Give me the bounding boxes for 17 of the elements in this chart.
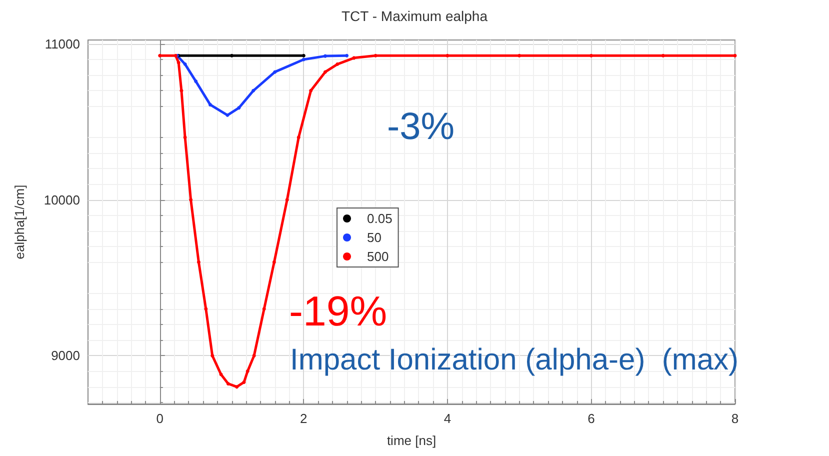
y-tick-label: 10000 [44, 192, 80, 208]
legend-label: 500 [367, 249, 389, 264]
y-tick-label: 9000 [51, 348, 80, 364]
x-tick-label: 4 [444, 411, 452, 426]
x-tick-label: 2 [300, 411, 308, 426]
x-tick-label: 6 [588, 411, 595, 426]
y-tick-label: 11000 [44, 36, 80, 52]
x-axis-title: time [ns] [386, 433, 436, 448]
annotation: -19% [289, 288, 388, 334]
x-tick-label: 8 [731, 411, 739, 426]
y-axis-title: ealpha[1/cm] [12, 184, 27, 260]
legend-label: 0.05 [367, 211, 392, 226]
legend-label: 50 [367, 230, 382, 245]
annotation: Impact Ionization (alpha-e) (max) [290, 344, 739, 376]
annotation: -3% [387, 106, 455, 148]
chart-title: TCT - Maximum ealpha [341, 8, 488, 24]
x-tick-label: 0 [156, 411, 164, 426]
